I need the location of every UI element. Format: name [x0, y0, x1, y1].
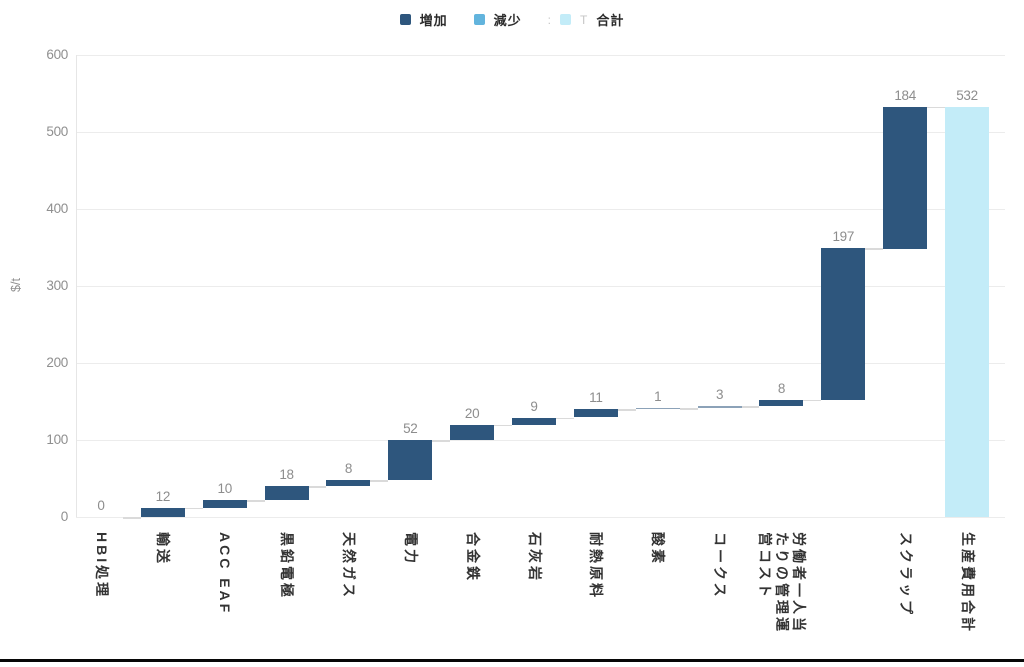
bar-電力 — [388, 440, 433, 480]
x-axis-label: ACC EAF — [217, 532, 234, 616]
bar-value-label: 0 — [97, 498, 105, 513]
gridline-100 — [76, 440, 1005, 441]
legend-glitch-text: T — [580, 12, 588, 27]
y-tick-label-500: 500 — [46, 124, 68, 139]
legend-item-total[interactable]: : T 合計 — [548, 10, 625, 29]
waterfall-connector — [865, 248, 884, 250]
waterfall-connector — [370, 480, 389, 482]
legend-glitch-text: : — [547, 12, 551, 27]
bar-value-label: 197 — [832, 229, 855, 245]
gridline-400 — [76, 209, 1005, 210]
bar-労働者一人当 — [759, 399, 804, 406]
legend-swatch-decrease — [473, 14, 485, 25]
x-axis-label: HBI処理 — [93, 532, 110, 600]
bar-value-label: 532 — [956, 88, 978, 104]
bar-value-label: 52 — [403, 421, 418, 436]
waterfall-connector — [123, 517, 141, 519]
bar-value-label: 9 — [530, 398, 538, 414]
legend-item-increase[interactable]: 増加 — [399, 10, 448, 29]
x-axis-label: 電力 — [402, 532, 419, 566]
bar-unlabeled-12 — [821, 248, 866, 401]
bar-value-label: 1 — [654, 389, 662, 405]
chart-legend: 増加 減少: T 合計 — [0, 10, 1024, 29]
waterfall-connector — [494, 424, 512, 427]
gridline-200 — [76, 363, 1005, 364]
bar-スクラップ — [883, 106, 928, 249]
y-axis-spine — [76, 55, 77, 517]
waterfall-connector — [927, 106, 945, 109]
bar-ACC EAF — [202, 500, 247, 509]
x-axis-label: 輸送 — [155, 532, 172, 566]
x-axis-label: 酸素 — [650, 532, 667, 566]
page-bottom-divider — [0, 659, 1024, 662]
bar-value-label: 18 — [279, 467, 294, 483]
bar-value-label: 8 — [777, 380, 786, 396]
waterfall-connector — [432, 440, 451, 442]
x-axis-label: コークス — [712, 532, 729, 600]
x-axis-label: 耐熱原料 — [588, 532, 605, 600]
bar-value-label: 184 — [894, 87, 916, 103]
bar-value-label: 11 — [589, 390, 603, 406]
y-tick-label-100: 100 — [46, 432, 68, 447]
waterfall-connector — [184, 507, 203, 510]
y-axis-title: $/t — [9, 278, 23, 292]
waterfall-connector — [617, 409, 636, 411]
bar-黒鉛電極 — [264, 486, 309, 501]
y-tick-label-600: 600 — [46, 47, 68, 62]
bar-value-label: 3 — [715, 387, 724, 403]
bar-コークス — [697, 406, 742, 409]
bar-輸送 — [140, 507, 185, 517]
legend-label-total: 合計 — [596, 13, 625, 28]
y-tick-label-0: 0 — [60, 509, 69, 524]
bar-酸素 — [635, 408, 680, 410]
legend-swatch-increase — [399, 14, 411, 25]
x-axis-label: 生産費用合計 — [959, 532, 976, 634]
gridline-300 — [76, 286, 1005, 287]
x-axis-label: 合金鉄 — [464, 532, 481, 583]
x-axis-label: 石灰岩 — [526, 532, 543, 583]
legend-label-increase: 増加 — [419, 13, 448, 28]
bar-value-label: 8 — [344, 461, 353, 477]
legend-item-decrease[interactable]: 減少 — [473, 10, 522, 29]
waterfall-connector — [741, 406, 760, 408]
bar-value-label: 20 — [464, 405, 480, 421]
x-axis-label: 天然ガス — [340, 532, 357, 600]
x-axis-label: 労働者一人当 たりの管理運 営コスト — [756, 532, 807, 634]
bar-耐熱原料 — [573, 409, 618, 418]
bar-石灰岩 — [512, 417, 556, 425]
legend-label-decrease: 減少 — [493, 13, 522, 28]
gridline-0 — [76, 517, 1005, 518]
y-tick-label-200: 200 — [46, 355, 68, 370]
bar-天然ガス — [326, 480, 371, 487]
y-tick-label-400: 400 — [46, 201, 68, 216]
waterfall-connector — [308, 486, 327, 488]
gridline-600 — [76, 55, 1005, 56]
waterfall-connector — [803, 399, 822, 402]
x-axis-label: スクラップ — [897, 532, 914, 617]
waterfall-connector — [679, 408, 698, 410]
x-axis-label: 黒鉛電極 — [279, 532, 296, 600]
bar-value-label: 10 — [217, 481, 232, 497]
legend-swatch-total — [560, 14, 571, 25]
gridline-500 — [76, 132, 1005, 133]
waterfall-connector — [556, 417, 574, 420]
waterfall-connector — [246, 500, 265, 502]
bar-生産費用合計 — [945, 107, 989, 518]
bar-合金鉄 — [450, 424, 495, 440]
bar-value-label: 12 — [155, 488, 171, 504]
y-tick-label-300: 300 — [46, 278, 68, 293]
